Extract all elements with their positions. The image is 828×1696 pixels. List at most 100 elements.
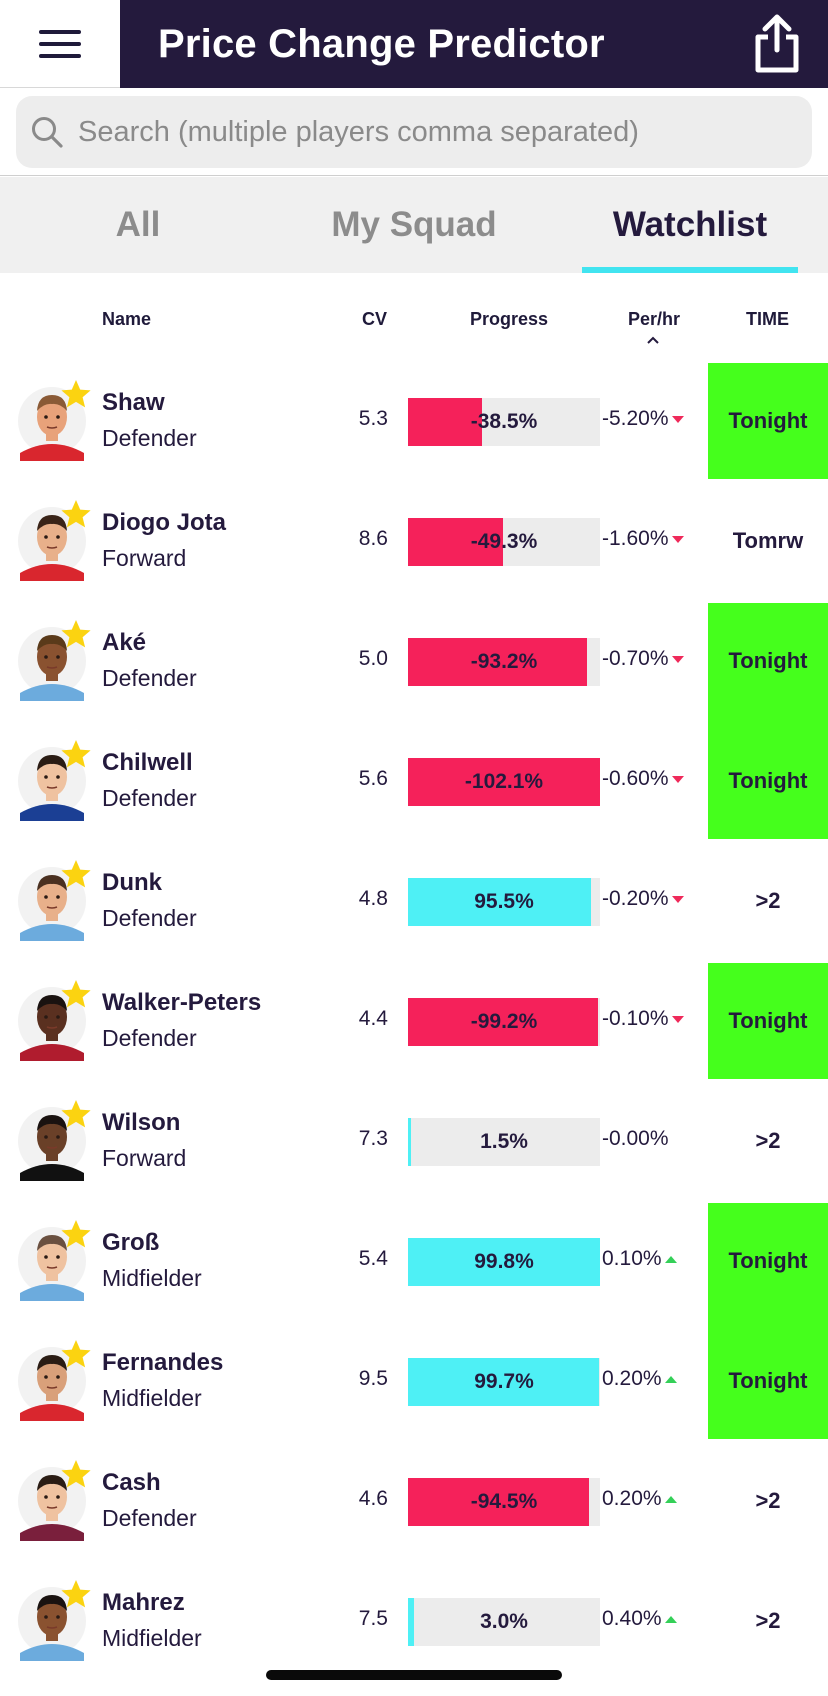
player-avatar-icon — [18, 1227, 86, 1301]
per-hour-rate: 0.10% — [602, 1247, 677, 1271]
player-cv: 8.6 — [358, 527, 388, 550]
player-name: Dunk — [102, 869, 162, 896]
progress-label: 99.7% — [474, 1370, 534, 1393]
time-estimate: Tonight — [728, 408, 808, 433]
player-position: Defender — [102, 905, 197, 931]
progress-bar: -49.3% — [408, 518, 600, 566]
per-hour-rate: 0.20% — [602, 1487, 677, 1511]
time-estimate: Tonight — [728, 648, 808, 673]
player-name: Aké — [102, 629, 147, 656]
player-row[interactable]: Shaw Defender 5.3 -38.5% -5.20% Tonight — [0, 361, 828, 481]
player-position: Defender — [102, 1505, 197, 1531]
player-cv: 5.0 — [358, 647, 388, 670]
star-icon[interactable] — [60, 1219, 92, 1249]
player-row[interactable]: Walker-Peters Defender 4.4 -99.2% -0.10% Toni… — [0, 961, 828, 1081]
per-hour-value: -1.60% — [602, 527, 669, 550]
progress-label: 1.5% — [480, 1130, 528, 1153]
player-row[interactable]: Chilwell Defender 5.6 -102.1% -0.60% Tonight — [0, 721, 828, 841]
star-icon[interactable] — [60, 739, 92, 769]
per-hour-rate: 0.40% — [602, 1607, 677, 1631]
progress-label: 3.0% — [480, 1610, 528, 1633]
progress-fill — [408, 1118, 411, 1166]
progress-bar: 95.5% — [408, 878, 600, 926]
star-icon[interactable] — [60, 1099, 92, 1129]
time-estimate: >2 — [755, 888, 781, 913]
player-row[interactable]: Mahrez Midfielder 7.5 3.0% 0.40% >2 — [0, 1561, 828, 1681]
page-title: Price Change Predictor — [158, 21, 605, 66]
player-cv: 4.8 — [358, 887, 388, 910]
home-indicator — [266, 1670, 562, 1680]
player-row[interactable]: Cash Defender 4.6 -94.5% 0.20% >2 — [0, 1441, 828, 1561]
player-row[interactable]: Wilson Forward 7.3 1.5% -0.00% >2 — [0, 1081, 828, 1201]
per-hour-value: 0.20% — [602, 1367, 662, 1390]
progress-bar: 99.8% — [408, 1238, 600, 1286]
tab-all[interactable]: All — [115, 205, 161, 244]
per-hour-rate: -0.60% — [602, 767, 684, 791]
player-name: Walker-Peters — [102, 989, 262, 1016]
star-icon[interactable] — [60, 619, 92, 649]
per-hour-rate: -0.70% — [602, 647, 684, 671]
player-avatar-icon — [18, 1467, 86, 1541]
player-list: Shaw Defender 5.3 -38.5% -5.20% Tonight Diogo … — [0, 361, 828, 1681]
column-progress[interactable]: Progress — [470, 309, 549, 329]
progress-label: -49.3% — [470, 530, 538, 553]
menu-button[interactable] — [0, 0, 120, 88]
player-name: Fernandes — [102, 1349, 224, 1376]
player-row[interactable]: Dunk Defender 4.8 95.5% -0.20% >2 — [0, 841, 828, 961]
column-cv[interactable]: CV — [362, 309, 388, 329]
tab-my-squad[interactable]: My Squad — [331, 205, 497, 244]
player-name: Diogo Jota — [102, 509, 226, 536]
tonight-highlight — [708, 963, 828, 1079]
star-icon[interactable] — [60, 1579, 92, 1609]
progress-bar: -102.1% — [408, 758, 600, 806]
player-row[interactable]: Aké Defender 5.0 -93.2% -0.70% Tonight — [0, 601, 828, 721]
time-estimate: >2 — [755, 1608, 781, 1633]
time-estimate: Tonight — [728, 1248, 808, 1273]
search-box[interactable] — [16, 96, 812, 168]
search-input[interactable] — [78, 115, 778, 149]
player-cv: 5.3 — [358, 407, 388, 430]
player-row[interactable]: Groß Midfielder 5.4 99.8% 0.10% Tonight — [0, 1201, 828, 1321]
progress-label: -38.5% — [470, 410, 538, 433]
share-icon[interactable] — [752, 14, 802, 74]
player-cv: 9.5 — [358, 1367, 388, 1390]
player-position: Defender — [102, 425, 197, 451]
per-hour-rate: -0.10% — [602, 1007, 684, 1031]
per-hour-rate: 0.20% — [602, 1367, 677, 1391]
player-position: Midfielder — [102, 1625, 202, 1651]
tab-bar: All My Squad Watchlist — [0, 177, 828, 273]
progress-fill — [408, 758, 600, 806]
player-name: Shaw — [102, 389, 165, 416]
sort-ascending-icon — [647, 336, 659, 344]
trend-down-icon — [671, 415, 684, 423]
player-cv: 7.5 — [358, 1607, 388, 1630]
progress-fill — [408, 1358, 599, 1406]
per-hour-value: -0.20% — [602, 887, 669, 910]
progress-bar: -94.5% — [408, 1478, 600, 1526]
star-icon[interactable] — [60, 379, 92, 409]
column-time[interactable]: TIME — [746, 309, 789, 329]
column-name[interactable]: Name — [102, 309, 152, 329]
progress-label: 95.5% — [474, 890, 534, 913]
player-position: Defender — [102, 665, 197, 691]
star-icon[interactable] — [60, 1339, 92, 1369]
player-name: Chilwell — [102, 749, 193, 776]
star-icon[interactable] — [60, 499, 92, 529]
time-estimate: Tonight — [728, 1008, 808, 1033]
app-header: Price Change Predictor — [0, 0, 828, 88]
player-row[interactable]: Diogo Jota Forward 8.6 -49.3% -1.60% Tomrw — [0, 481, 828, 601]
star-icon[interactable] — [60, 1459, 92, 1489]
player-row[interactable]: Fernandes Midfielder 9.5 99.7% 0.20% Tonight — [0, 1321, 828, 1441]
progress-bar: -99.2% — [408, 998, 600, 1046]
star-icon[interactable] — [60, 979, 92, 1009]
progress-fill — [408, 998, 598, 1046]
search-icon — [32, 117, 63, 148]
time-estimate: >2 — [755, 1488, 781, 1513]
tab-watchlist[interactable]: Watchlist — [552, 177, 828, 273]
trend-down-icon — [671, 535, 684, 543]
trend-down-icon — [671, 655, 684, 663]
column-per-hr[interactable]: Per/hr — [628, 309, 681, 329]
star-icon[interactable] — [60, 859, 92, 889]
per-hour-value: -0.00% — [602, 1127, 669, 1150]
trend-up-icon — [664, 1375, 677, 1383]
